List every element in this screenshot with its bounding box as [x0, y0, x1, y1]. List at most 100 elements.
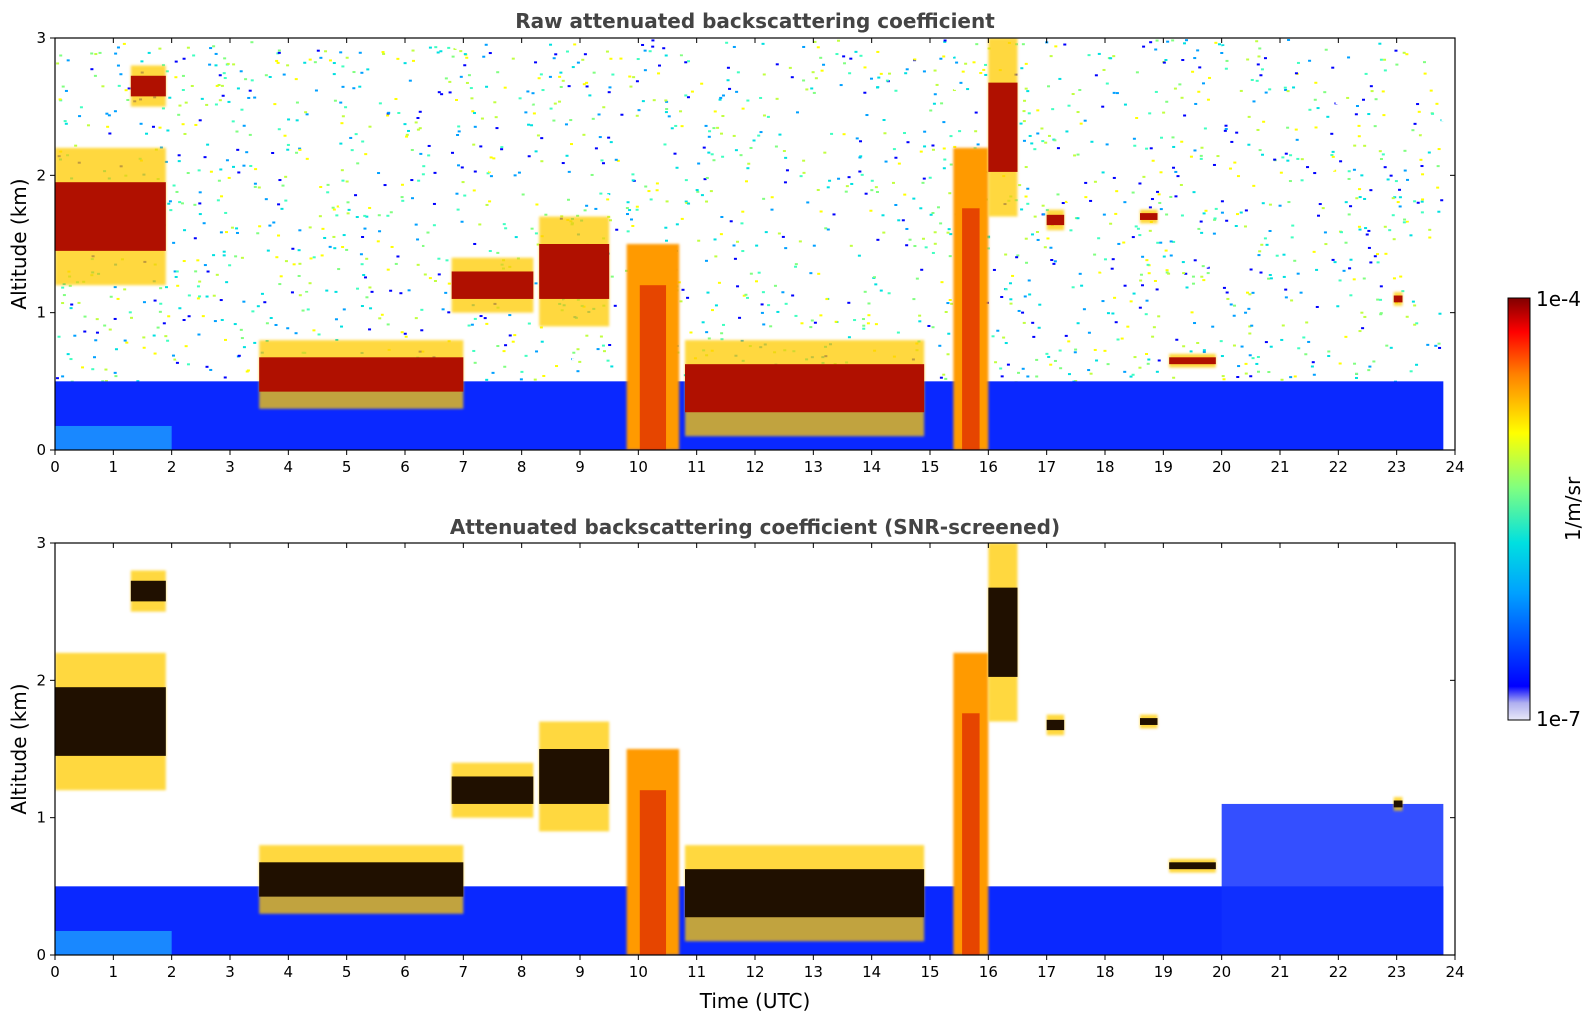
- noise-speck: [1264, 273, 1268, 276]
- noise-speck: [605, 50, 609, 53]
- noise-speck: [1087, 369, 1091, 372]
- noise-speck: [56, 62, 60, 65]
- noise-speck: [697, 239, 701, 242]
- noise-speck: [600, 159, 604, 162]
- noise-speck: [496, 71, 500, 74]
- noise-speck: [441, 308, 445, 311]
- noise-speck: [356, 287, 360, 290]
- noise-speck: [358, 51, 362, 54]
- noise-speck: [947, 332, 951, 335]
- noise-speck: [866, 151, 870, 154]
- noise-speck: [975, 43, 979, 46]
- noise-speck: [713, 238, 717, 241]
- noise-speck: [196, 297, 200, 300]
- noise-speck: [339, 51, 343, 54]
- noise-speck: [202, 196, 206, 199]
- noise-speck: [933, 93, 937, 96]
- x-tick-label: 3: [225, 458, 235, 476]
- cloud-core: [1046, 214, 1065, 226]
- noise-speck: [1270, 109, 1274, 112]
- noise-speck: [77, 373, 81, 376]
- noise-speck: [732, 134, 736, 137]
- noise-speck: [1376, 253, 1380, 256]
- backscatter-features: [55, 543, 1444, 955]
- noise-speck: [1403, 169, 1407, 172]
- noise-speck: [680, 217, 684, 220]
- panel-raw-x-axis: 0 1 2 3 4 5 6 7 8 9 10 11 12 13 14 15 16 17 18 19 20 21 22 23 24: [50, 38, 1465, 476]
- noise-speck: [220, 318, 224, 321]
- noise-speck: [232, 63, 236, 66]
- noise-speck: [712, 279, 716, 282]
- noise-speck: [344, 228, 348, 231]
- noise-speck: [1245, 102, 1249, 105]
- noise-speck: [1170, 179, 1174, 182]
- noise-speck: [801, 247, 805, 250]
- noise-speck: [1247, 143, 1251, 146]
- noise-speck: [534, 282, 538, 285]
- noise-speck: [406, 129, 410, 132]
- noise-speck: [331, 69, 335, 72]
- noise-speck: [459, 50, 463, 53]
- noise-speck: [1022, 139, 1026, 142]
- noise-speck: [444, 291, 448, 294]
- noise-speck: [540, 137, 544, 140]
- noise-speck: [1020, 208, 1024, 211]
- noise-speck: [368, 328, 372, 331]
- noise-speck: [904, 306, 908, 309]
- noise-speck: [139, 122, 143, 125]
- noise-speck: [193, 237, 197, 240]
- noise-speck: [864, 192, 868, 195]
- noise-speck: [1069, 177, 1073, 180]
- noise-speck: [1327, 50, 1331, 53]
- noise-speck: [527, 322, 531, 325]
- noise-speck: [192, 54, 196, 57]
- noise-speck: [158, 310, 162, 313]
- noise-speck: [1406, 178, 1410, 181]
- noise-speck: [894, 89, 898, 92]
- noise-speck: [340, 325, 344, 328]
- noise-speck: [1028, 134, 1032, 137]
- noise-speck: [1225, 59, 1229, 62]
- noise-speck: [594, 60, 598, 63]
- noise-speck: [1024, 195, 1028, 198]
- noise-speck: [1009, 302, 1013, 305]
- noise-speck: [410, 148, 414, 151]
- noise-speck: [1065, 130, 1069, 133]
- noise-speck: [778, 133, 782, 136]
- noise-speck: [714, 304, 718, 307]
- noise-speck: [721, 190, 725, 193]
- noise-speck: [1249, 268, 1253, 271]
- noise-speck: [1185, 286, 1189, 289]
- noise-speck: [1398, 119, 1402, 122]
- noise-speck: [1221, 44, 1225, 47]
- noise-speck: [1036, 109, 1040, 112]
- noise-speck: [1067, 104, 1071, 107]
- noise-speck: [601, 162, 605, 165]
- noise-speck: [712, 127, 716, 130]
- noise-speck: [709, 190, 713, 193]
- noise-speck: [1347, 213, 1351, 216]
- noise-speck: [142, 303, 146, 306]
- noise-speck: [1359, 282, 1363, 285]
- noise-speck: [232, 165, 236, 168]
- noise-speck: [849, 57, 853, 60]
- noise-speck: [454, 46, 458, 49]
- noise-speck: [690, 90, 694, 93]
- noise-speck: [1335, 102, 1339, 105]
- noise-speck: [401, 199, 405, 202]
- noise-speck: [959, 81, 963, 84]
- noise-speck: [1358, 228, 1362, 231]
- noise-speck: [664, 99, 668, 102]
- noise-speck: [1197, 227, 1201, 230]
- noise-speck: [1047, 271, 1051, 274]
- noise-speck: [346, 212, 350, 215]
- noise-speck: [1247, 307, 1251, 310]
- noise-speck: [320, 254, 324, 257]
- cloud-core: [451, 271, 534, 299]
- noise-speck: [222, 72, 226, 75]
- noise-speck: [1413, 200, 1417, 203]
- noise-speck: [1400, 102, 1404, 105]
- noise-speck: [675, 223, 679, 226]
- noise-speck: [1363, 197, 1367, 200]
- noise-speck: [686, 274, 690, 277]
